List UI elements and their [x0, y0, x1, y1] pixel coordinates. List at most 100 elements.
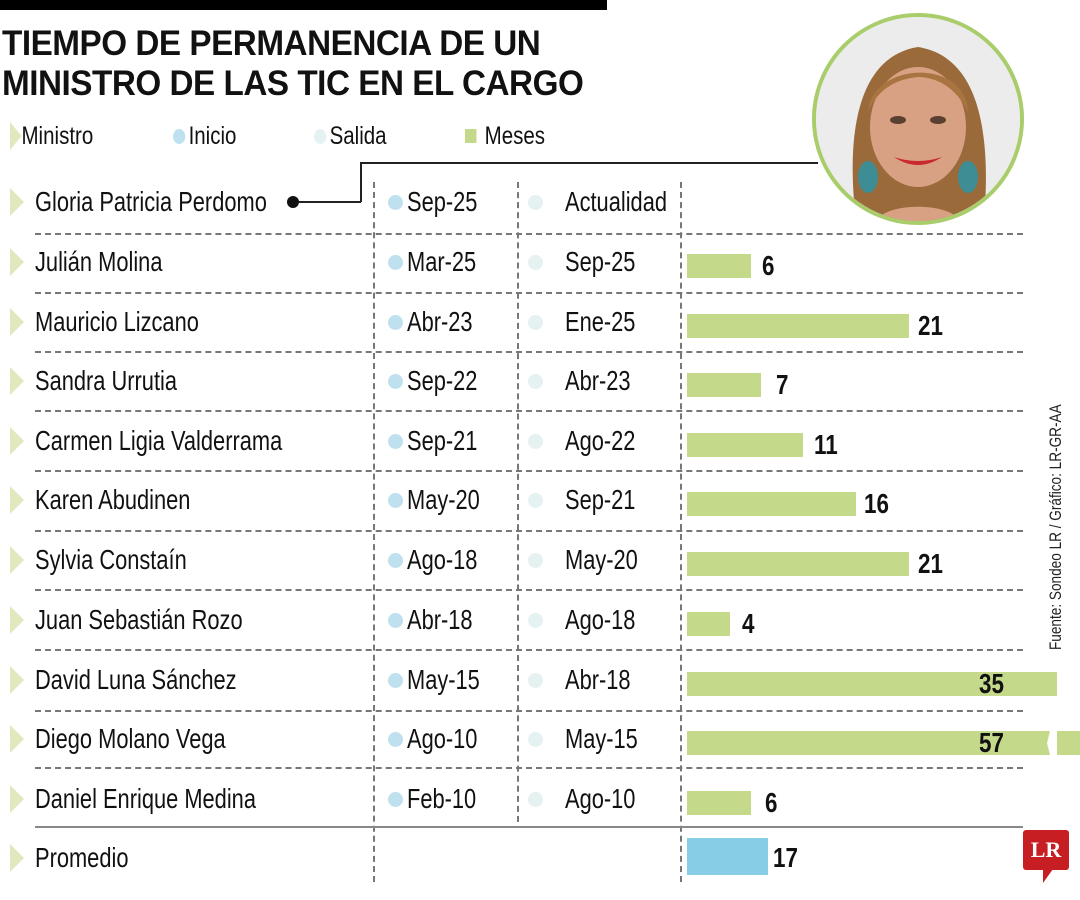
logo-tail — [1043, 869, 1053, 883]
legend-ministro: Ministro — [10, 118, 93, 154]
months-bar — [687, 492, 856, 516]
dot-icon — [388, 314, 403, 330]
triangle-icon — [10, 606, 24, 634]
dot-icon — [528, 254, 543, 270]
inicio-date: Ago-10 — [407, 723, 478, 754]
months-value: 35 — [979, 668, 1004, 699]
table-row: Karen Abudinen May-20 Sep-21 16 — [0, 470, 1080, 530]
inicio-cell: Sep-22 — [388, 363, 497, 399]
source-text: Fuente: Sondeo LR / Gráfico: LR-GR-AA — [1046, 404, 1065, 650]
row-divider — [35, 767, 1023, 769]
salida-cell: Ene-25 — [528, 304, 655, 340]
table-row: Diego Molano Vega Ago-10 May-15 57 — [0, 709, 1080, 769]
salida-date: Sep-21 — [565, 484, 636, 515]
dot-icon — [388, 612, 403, 628]
legend: Ministro Inicio Salida Meses — [0, 118, 620, 154]
salida-cell: Sep-25 — [528, 244, 655, 280]
dot-icon — [388, 194, 403, 210]
minister-name: Sylvia Constaín — [35, 544, 187, 575]
inicio-date: Mar-25 — [407, 246, 477, 277]
salida-date: Sep-25 — [565, 246, 636, 277]
months-value: 16 — [864, 488, 889, 519]
legend-label: Ministro — [21, 121, 94, 150]
salida-date: Ago-10 — [565, 783, 636, 814]
triangle-icon — [10, 188, 24, 216]
months-bar — [687, 672, 1057, 696]
dot-icon — [388, 731, 403, 747]
dot-icon — [528, 672, 543, 688]
minister-name: Sandra Urrutia — [35, 365, 178, 396]
legend-inicio: Inicio — [173, 118, 236, 154]
table-row: Gloria Patricia Perdomo Sep-25 Actualida… — [0, 172, 1080, 232]
dot-icon — [528, 314, 543, 330]
legend-label: Salida — [329, 121, 387, 150]
row-divider — [35, 710, 1023, 712]
dot-icon — [528, 791, 543, 807]
inicio-cell: Sep-21 — [388, 423, 497, 459]
column-divider — [373, 182, 375, 882]
triangle-icon — [10, 308, 24, 336]
salida-date: May-20 — [565, 544, 638, 575]
salida-date: Abr-18 — [565, 664, 631, 695]
minister-photo — [812, 13, 1024, 225]
inicio-cell: Ago-10 — [388, 721, 497, 757]
portrait-illustration — [816, 17, 1020, 221]
axis-break-icon — [1047, 731, 1057, 755]
title-line-2: MINISTRO DE LAS TIC EN EL CARGO — [2, 64, 584, 103]
months-value: 6 — [762, 250, 775, 281]
dot-icon — [388, 791, 403, 807]
salida-cell: May-15 — [528, 721, 658, 757]
triangle-icon — [10, 367, 24, 395]
table-row: David Luna Sánchez May-15 Abr-18 35 — [0, 650, 1080, 710]
inicio-date: Feb-10 — [407, 783, 477, 814]
months-bar — [687, 552, 909, 576]
dot-icon — [173, 128, 186, 144]
inicio-date: Sep-25 — [407, 186, 478, 217]
salida-cell: Actualidad — [528, 184, 696, 220]
row-divider — [35, 351, 1023, 353]
row-divider — [35, 530, 1023, 532]
connector-line — [299, 201, 361, 203]
row-divider — [35, 649, 1023, 651]
legend-salida: Salida — [314, 118, 387, 154]
inicio-date: Abr-18 — [407, 604, 473, 635]
triangle-icon — [10, 122, 22, 150]
months-value: 21 — [918, 548, 943, 579]
minister-name: Mauricio Lizcano — [35, 306, 199, 337]
dot-icon — [528, 492, 543, 508]
triangle-icon — [10, 785, 24, 813]
inicio-cell: Mar-25 — [388, 244, 496, 280]
average-bar — [687, 838, 768, 875]
dot-icon — [528, 433, 543, 449]
salida-cell: Ago-22 — [528, 423, 655, 459]
chart-title: TIEMPO DE PERMANENCIA DE UN MINISTRO DE … — [2, 24, 584, 104]
row-divider — [35, 589, 1023, 591]
months-value: 6 — [765, 787, 778, 818]
inicio-cell: Abr-23 — [388, 304, 491, 340]
average-divider — [35, 826, 1023, 828]
inicio-date: Sep-22 — [407, 365, 478, 396]
connector-line — [360, 162, 818, 164]
table-row: Sylvia Constaín Ago-18 May-20 21 — [0, 530, 1080, 590]
salida-date: Abr-23 — [565, 365, 631, 396]
inicio-date: May-15 — [407, 664, 480, 695]
months-value: 21 — [918, 310, 943, 341]
inicio-cell: Sep-25 — [388, 184, 497, 220]
row-divider — [35, 233, 1023, 235]
months-bar — [687, 731, 1080, 755]
table-row: Juan Sebastián Rozo Abr-18 Ago-18 4 — [0, 590, 1080, 650]
minister-name: Juan Sebastián Rozo — [35, 604, 243, 635]
minister-name: Daniel Enrique Medina — [35, 783, 256, 814]
salida-date: Actualidad — [565, 186, 667, 217]
dot-icon — [528, 612, 543, 628]
minister-name: Diego Molano Vega — [35, 723, 226, 754]
minister-name: Gloria Patricia Perdomo — [35, 186, 267, 217]
months-bar — [687, 254, 751, 278]
months-value: 57 — [979, 727, 1004, 758]
legend-label: Meses — [484, 121, 546, 150]
table-row: Mauricio Lizcano Abr-23 Ene-25 21 — [0, 292, 1080, 352]
table-row: Julián Molina Mar-25 Sep-25 6 — [0, 232, 1080, 292]
salida-date: Ago-22 — [565, 425, 636, 456]
triangle-icon — [10, 486, 24, 514]
triangle-icon — [10, 546, 24, 574]
